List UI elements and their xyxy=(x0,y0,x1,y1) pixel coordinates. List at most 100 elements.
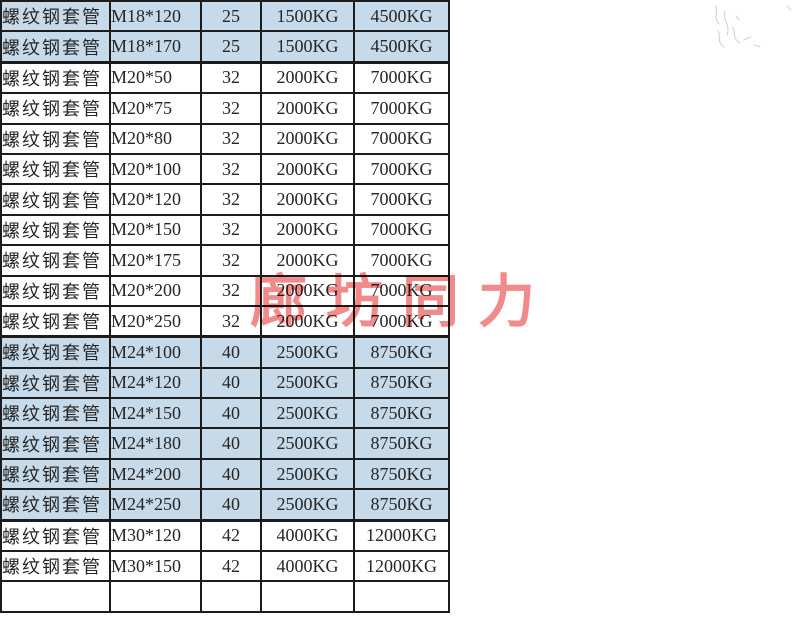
cell-weight-b: 8750KG xyxy=(353,366,450,400)
cell-weight-a: 2000KG xyxy=(260,304,355,339)
cell-weight-b: 7000KG xyxy=(353,244,450,277)
table-row: 螺纹钢套管 M20*120 32 2000KG 7000KG xyxy=(0,183,450,216)
cell-spec: M20*175 xyxy=(109,244,202,277)
cell-weight-b: 7000KG xyxy=(353,213,450,247)
cell-size: 40 xyxy=(200,366,262,400)
table-row: 螺纹钢套管 M20*250 32 2000KG 7000KG xyxy=(0,304,450,339)
cell-weight-b: 8750KG xyxy=(353,335,450,369)
cell-product: 螺纹钢套管 xyxy=(0,519,111,553)
cell-spec: M18*170 xyxy=(109,30,202,64)
cell-weight-b: 4500KG xyxy=(353,30,450,64)
table-row: 螺纹钢套管 M20*50 32 2000KG 7000KG xyxy=(0,61,450,95)
cell-spec: M20*150 xyxy=(109,213,202,247)
cell-product: 螺纹钢套管 xyxy=(0,152,111,186)
cell-weight-b: 7000KG xyxy=(353,304,450,339)
table-row: 螺纹钢套管 M24*120 40 2500KG 8750KG xyxy=(0,366,450,400)
table-row: 螺纹钢套管 M18*120 25 1500KG 4500KG xyxy=(0,0,450,33)
cell-product xyxy=(0,580,111,613)
cell-weight-a: 2500KG xyxy=(260,427,355,460)
cell-size: 40 xyxy=(200,397,262,430)
cell-weight-b: 8750KG xyxy=(353,427,450,460)
cell-product: 螺纹钢套管 xyxy=(0,244,111,277)
cell-size: 42 xyxy=(200,519,262,553)
cell-weight-a xyxy=(260,580,355,613)
table-row: 螺纹钢套管 M20*200 32 2000KG 7000KG xyxy=(0,274,450,307)
cell-product: 螺纹钢套管 xyxy=(0,213,111,247)
table-row: 螺纹钢套管 M20*150 32 2000KG 7000KG xyxy=(0,213,450,247)
table-row: 螺纹钢套管 M18*170 25 1500KG 4500KG xyxy=(0,30,450,64)
cell-weight-b: 8750KG xyxy=(353,488,450,522)
cell-product: 螺纹钢套管 xyxy=(0,30,111,64)
cell-spec: M24*180 xyxy=(109,427,202,460)
cell-weight-b: 12000KG xyxy=(353,550,450,583)
cell-product: 螺纹钢套管 xyxy=(0,366,111,400)
cell-weight-a: 2500KG xyxy=(260,397,355,430)
cell-spec: M24*100 xyxy=(109,335,202,369)
cell-weight-a: 2000KG xyxy=(260,274,355,307)
cell-weight-b: 8750KG xyxy=(353,457,450,491)
cell-spec: M24*200 xyxy=(109,457,202,491)
cell-spec xyxy=(109,580,202,613)
cell-weight-b: 7000KG xyxy=(353,274,450,307)
cell-weight-b xyxy=(353,580,450,613)
cell-weight-b: 7000KG xyxy=(353,183,450,216)
cell-spec: M20*75 xyxy=(109,92,202,125)
cell-product: 螺纹钢套管 xyxy=(0,427,111,460)
table-row: 螺纹钢套管 M24*150 40 2500KG 8750KG xyxy=(0,397,450,430)
cell-weight-a: 2500KG xyxy=(260,457,355,491)
table-row: 螺纹钢套管 M20*175 32 2000KG 7000KG xyxy=(0,244,450,277)
cell-spec: M20*50 xyxy=(109,61,202,95)
table-row: 螺纹钢套管 M30*150 42 4000KG 12000KG xyxy=(0,550,450,583)
cell-spec: M30*150 xyxy=(109,550,202,583)
table-row: 螺纹钢套管 M20*80 32 2000KG 7000KG xyxy=(0,122,450,155)
cell-spec: M30*120 xyxy=(109,519,202,553)
cell-spec: M20*120 xyxy=(109,183,202,216)
cell-product: 螺纹钢套管 xyxy=(0,92,111,125)
cell-size: 25 xyxy=(200,30,262,64)
scan-artifact-marks xyxy=(715,5,792,48)
cell-weight-a: 2000KG xyxy=(260,152,355,186)
cell-weight-b: 7000KG xyxy=(353,122,450,155)
cell-spec: M24*150 xyxy=(109,397,202,430)
table-row: 螺纹钢套管 M24*100 40 2500KG 8750KG xyxy=(0,335,450,369)
cell-spec: M18*120 xyxy=(109,0,202,33)
table-row: 螺纹钢套管 M20*75 32 2000KG 7000KG xyxy=(0,92,450,125)
cell-weight-b: 7000KG xyxy=(353,92,450,125)
cell-size: 32 xyxy=(200,274,262,307)
cell-product: 螺纹钢套管 xyxy=(0,550,111,583)
cell-weight-b: 7000KG xyxy=(353,61,450,95)
cell-weight-b: 8750KG xyxy=(353,397,450,430)
cell-weight-a: 2000KG xyxy=(260,92,355,125)
cell-weight-a: 1500KG xyxy=(260,30,355,64)
table-row: 螺纹钢套管 M30*120 42 4000KG 12000KG xyxy=(0,519,450,553)
cell-product: 螺纹钢套管 xyxy=(0,397,111,430)
cell-spec: M24*250 xyxy=(109,488,202,522)
cell-weight-a: 4000KG xyxy=(260,519,355,553)
cell-weight-a: 2000KG xyxy=(260,213,355,247)
cell-weight-a: 2000KG xyxy=(260,244,355,277)
cell-weight-b: 4500KG xyxy=(353,0,450,33)
cell-size: 40 xyxy=(200,457,262,491)
cell-weight-a: 2000KG xyxy=(260,183,355,216)
table-row: 螺纹钢套管 M20*100 32 2000KG 7000KG xyxy=(0,152,450,186)
cell-product: 螺纹钢套管 xyxy=(0,0,111,33)
cell-spec: M20*200 xyxy=(109,274,202,307)
cell-weight-a: 2000KG xyxy=(260,122,355,155)
cell-size: 32 xyxy=(200,122,262,155)
table-row: 螺纹钢套管 M24*200 40 2500KG 8750KG xyxy=(0,457,450,491)
cell-weight-a: 4000KG xyxy=(260,550,355,583)
cell-weight-b: 7000KG xyxy=(353,152,450,186)
cell-weight-a: 1500KG xyxy=(260,0,355,33)
cell-size: 32 xyxy=(200,183,262,216)
cell-weight-a: 2500KG xyxy=(260,366,355,400)
cell-spec: M20*100 xyxy=(109,152,202,186)
cell-size: 42 xyxy=(200,550,262,583)
cell-product: 螺纹钢套管 xyxy=(0,488,111,522)
table-row: 螺纹钢套管 M24*180 40 2500KG 8750KG xyxy=(0,427,450,460)
cell-size: 40 xyxy=(200,335,262,369)
cell-product: 螺纹钢套管 xyxy=(0,274,111,307)
cell-product: 螺纹钢套管 xyxy=(0,304,111,339)
cell-spec: M20*250 xyxy=(109,304,202,339)
cell-size: 32 xyxy=(200,61,262,95)
